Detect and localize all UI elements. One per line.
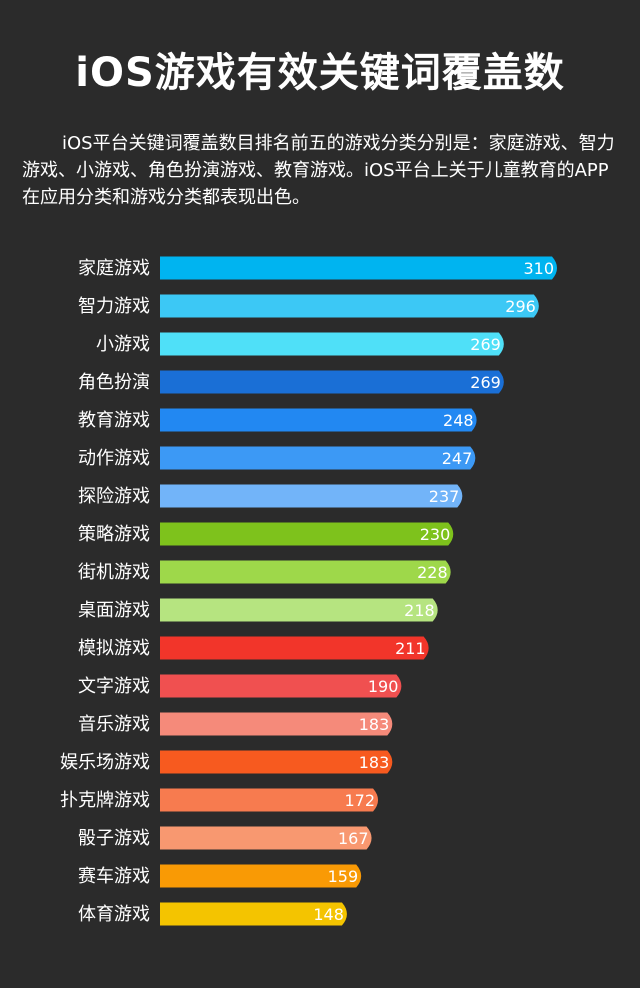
category-label: 娱乐场游戏 (60, 752, 150, 773)
value-label: 228 (417, 563, 448, 582)
bar (160, 332, 504, 356)
chart-title: iOS游戏有效关键词覆盖数 (75, 50, 565, 96)
category-label: 探险游戏 (78, 486, 150, 507)
bar (160, 446, 476, 470)
value-label: 247 (442, 449, 473, 468)
category-label: 智力游戏 (78, 296, 150, 317)
bar (160, 674, 402, 698)
bar (160, 484, 463, 508)
bar (160, 560, 451, 584)
category-label: 骰子游戏 (78, 828, 150, 849)
category-label: 家庭游戏 (78, 258, 150, 279)
chart-description: iOS平台关键词覆盖数目排名前五的游戏分类分别是：家庭游戏、智力游戏、小游戏、角… (22, 133, 615, 208)
category-label: 文字游戏 (78, 676, 150, 697)
value-label: 172 (344, 791, 375, 810)
bar (160, 408, 477, 432)
category-label: 模拟游戏 (78, 638, 150, 659)
category-label: 音乐游戏 (78, 714, 150, 735)
value-label: 269 (470, 373, 501, 392)
bar-chart: 家庭游戏 310 智力游戏 296 小游戏 269 角色扮演 269 教育游戏 248 动作游戏 24… (60, 256, 557, 926)
value-label: 183 (359, 753, 390, 772)
value-label: 190 (368, 677, 399, 696)
category-label: 动作游戏 (78, 448, 150, 469)
bar (160, 902, 347, 926)
value-label: 211 (395, 639, 426, 658)
value-label: 237 (429, 487, 460, 506)
bar (160, 598, 438, 622)
value-label: 148 (313, 905, 344, 924)
bar (160, 788, 379, 812)
category-label: 策略游戏 (78, 524, 150, 545)
bar (160, 864, 362, 888)
bar (160, 826, 372, 850)
category-label: 桌面游戏 (78, 600, 150, 621)
value-label: 248 (443, 411, 474, 430)
bar (160, 712, 393, 736)
value-label: 269 (470, 335, 501, 354)
bar (160, 636, 429, 660)
bar (160, 294, 539, 318)
category-label: 街机游戏 (78, 562, 150, 583)
value-label: 218 (404, 601, 435, 620)
bar (160, 750, 393, 774)
category-label: 教育游戏 (78, 410, 150, 431)
value-label: 310 (523, 259, 554, 278)
bar (160, 256, 557, 280)
bar (160, 522, 454, 546)
value-label: 167 (338, 829, 369, 848)
value-label: 183 (359, 715, 390, 734)
category-label: 体育游戏 (78, 904, 150, 925)
category-label: 小游戏 (96, 334, 150, 355)
bar (160, 370, 504, 394)
value-label: 230 (420, 525, 451, 544)
value-label: 159 (328, 867, 359, 886)
category-label: 赛车游戏 (78, 866, 150, 887)
category-label: 扑克牌游戏 (60, 790, 150, 811)
value-label: 296 (505, 297, 536, 316)
category-label: 角色扮演 (78, 372, 150, 393)
